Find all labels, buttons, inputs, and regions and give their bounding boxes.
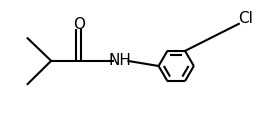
Text: O: O — [73, 16, 85, 32]
Text: NH: NH — [109, 53, 132, 68]
Text: Cl: Cl — [238, 11, 253, 26]
